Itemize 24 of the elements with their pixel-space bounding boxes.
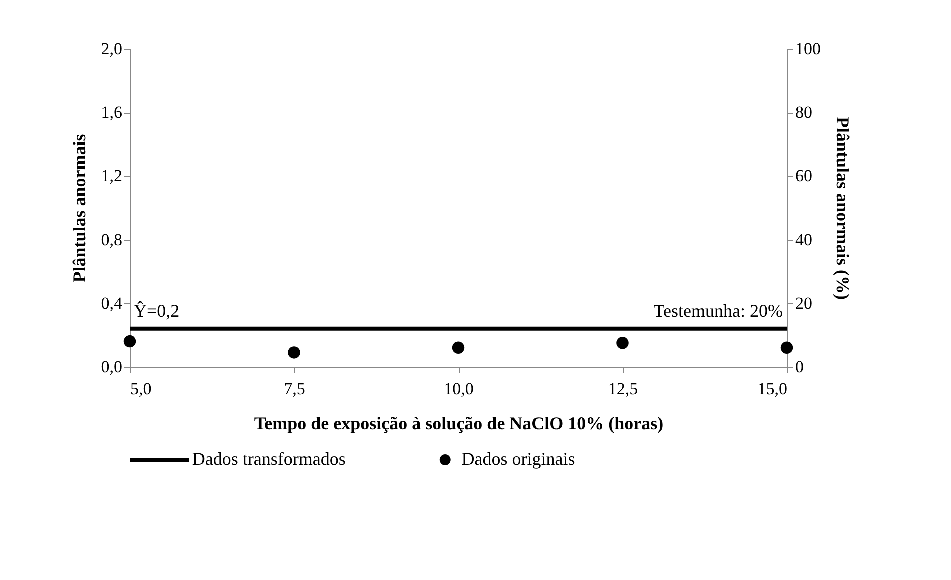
y-tick-label: 0,4 [101, 294, 123, 313]
x-axis-title: Tempo de exposição à solução de NaClO 10% (horas) [254, 414, 664, 434]
x-tick-label: 12,5 [608, 380, 638, 398]
y2-tick-label: 0 [796, 358, 804, 376]
y2-tick-label: 100 [796, 40, 821, 58]
y-tick-label: 0,8 [101, 230, 122, 250]
y-axis-title: Plântulas anormais [69, 134, 90, 283]
y-tick-label: 1,6 [101, 103, 122, 122]
legend-label: Dados originais [462, 449, 576, 469]
y2-tick-label: 80 [796, 103, 812, 122]
annotation: Testemunha: 20% [654, 300, 783, 321]
legend-label: Dados transformados [192, 449, 346, 469]
x-tick-label: 15,0 [758, 380, 788, 398]
x-tick-label: 7,5 [284, 380, 306, 398]
y2-axis-title: Plântulas anormais (%) [833, 116, 853, 300]
x-tick-label: 5,0 [130, 380, 152, 398]
y-tick-label: 0,0 [101, 358, 122, 376]
y2-tick-label: 20 [796, 294, 812, 313]
x-tick-label: 10,0 [444, 380, 474, 398]
y2-tick-label: 60 [796, 166, 812, 186]
annotation: Ŷ=0,2 [134, 300, 180, 321]
y-tick-label: 1,2 [101, 166, 122, 186]
y-tick-label: 2,0 [101, 40, 122, 58]
y2-tick-label: 40 [796, 230, 812, 250]
